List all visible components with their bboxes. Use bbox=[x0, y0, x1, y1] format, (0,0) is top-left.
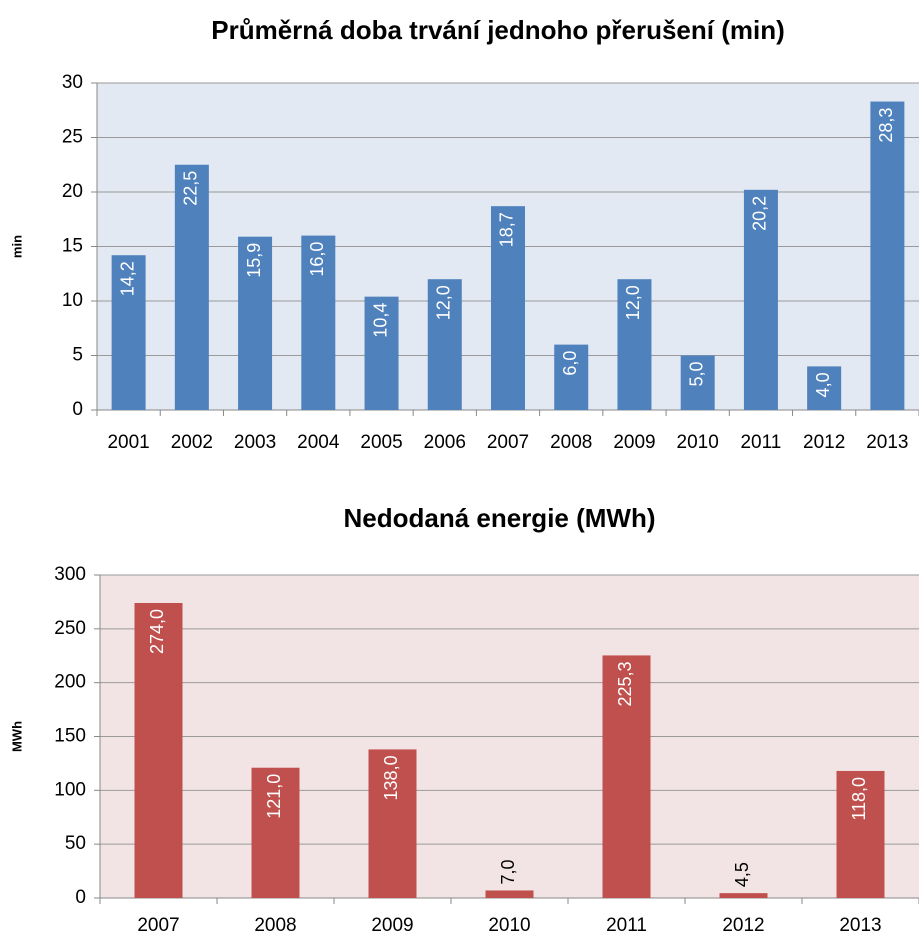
value-label: 15,9 bbox=[244, 243, 264, 278]
value-label: 10,4 bbox=[370, 303, 390, 338]
bar bbox=[602, 655, 651, 898]
x-tick-label: 2011 bbox=[606, 915, 647, 936]
value-label: 22,5 bbox=[181, 171, 201, 206]
value-label: 118,0 bbox=[849, 777, 869, 821]
bar bbox=[238, 236, 273, 410]
bar bbox=[174, 164, 209, 410]
bar bbox=[743, 189, 778, 410]
x-tick-label: 2012 bbox=[803, 432, 845, 453]
bar bbox=[364, 296, 399, 410]
bar bbox=[427, 279, 462, 410]
y-tick-label: 50 bbox=[65, 833, 86, 854]
value-label: 5,0 bbox=[686, 362, 706, 387]
chart-title: Průměrná doba trvání jednoho přerušení (… bbox=[211, 15, 785, 45]
value-label: 225,3 bbox=[615, 661, 635, 706]
value-label: 6,0 bbox=[560, 351, 580, 376]
bar bbox=[680, 355, 715, 410]
y-axis-title: min bbox=[9, 235, 24, 258]
value-label: 18,7 bbox=[497, 212, 517, 247]
bar bbox=[111, 255, 146, 410]
y-tick-label: 0 bbox=[72, 399, 83, 420]
y-tick-label: 10 bbox=[62, 290, 83, 311]
bar bbox=[368, 749, 417, 898]
y-tick-label: 20 bbox=[62, 181, 83, 202]
x-tick-label: 2008 bbox=[550, 432, 592, 453]
x-tick-label: 2013 bbox=[839, 915, 881, 936]
y-tick-label: 250 bbox=[54, 618, 86, 639]
y-tick-label: 0 bbox=[75, 887, 86, 908]
y-tick-label: 15 bbox=[62, 236, 83, 257]
bar bbox=[807, 366, 842, 410]
value-label: 4,5 bbox=[732, 862, 752, 887]
y-tick-label: 5 bbox=[72, 345, 83, 366]
value-label: 7,0 bbox=[498, 859, 518, 884]
x-tick-label: 2001 bbox=[107, 432, 149, 453]
y-tick-label: 100 bbox=[54, 779, 86, 800]
x-tick-label: 2005 bbox=[360, 432, 402, 453]
value-label: 28,3 bbox=[876, 108, 896, 143]
bar bbox=[491, 206, 525, 410]
x-tick-label: 2010 bbox=[677, 432, 719, 453]
value-label: 14,2 bbox=[117, 261, 137, 296]
y-tick-label: 150 bbox=[54, 726, 86, 747]
value-label: 274,0 bbox=[147, 609, 167, 654]
y-tick-label: 30 bbox=[62, 72, 83, 93]
x-tick-label: 2009 bbox=[371, 915, 413, 936]
x-tick-label: 2009 bbox=[613, 432, 655, 453]
x-tick-label: 2012 bbox=[722, 915, 764, 936]
value-label: 16,0 bbox=[307, 242, 327, 277]
value-label: 121,0 bbox=[264, 774, 284, 819]
bar bbox=[134, 602, 183, 898]
x-tick-label: 2004 bbox=[297, 432, 340, 453]
x-tick-label: 2007 bbox=[487, 432, 529, 453]
y-tick-label: 25 bbox=[62, 127, 83, 148]
bar bbox=[301, 235, 336, 410]
bar bbox=[554, 344, 589, 410]
x-tick-label: 2003 bbox=[234, 432, 276, 453]
chart-title: Nedodaná energie (MWh) bbox=[343, 503, 655, 533]
x-tick-label: 2013 bbox=[866, 432, 908, 453]
bar bbox=[617, 279, 652, 410]
bar bbox=[719, 893, 768, 898]
x-tick-label: 2008 bbox=[254, 915, 296, 936]
x-tick-label: 2007 bbox=[137, 915, 179, 936]
x-tick-label: 2006 bbox=[424, 432, 466, 453]
y-tick-label: 300 bbox=[54, 564, 86, 585]
y-axis-title: MWh bbox=[9, 721, 24, 752]
value-label: 12,0 bbox=[623, 285, 643, 320]
y-tick-label: 200 bbox=[54, 672, 86, 693]
bar bbox=[251, 767, 300, 898]
bar bbox=[836, 770, 885, 898]
x-tick-label: 2010 bbox=[488, 915, 530, 936]
bar bbox=[485, 890, 534, 898]
value-label: 4,0 bbox=[813, 372, 833, 397]
x-tick-label: 2002 bbox=[171, 432, 213, 453]
value-label: 138,0 bbox=[381, 755, 401, 800]
bar bbox=[870, 101, 905, 410]
x-tick-label: 2011 bbox=[740, 432, 781, 453]
value-label: 12,0 bbox=[434, 285, 454, 320]
value-label: 20,2 bbox=[750, 196, 770, 231]
